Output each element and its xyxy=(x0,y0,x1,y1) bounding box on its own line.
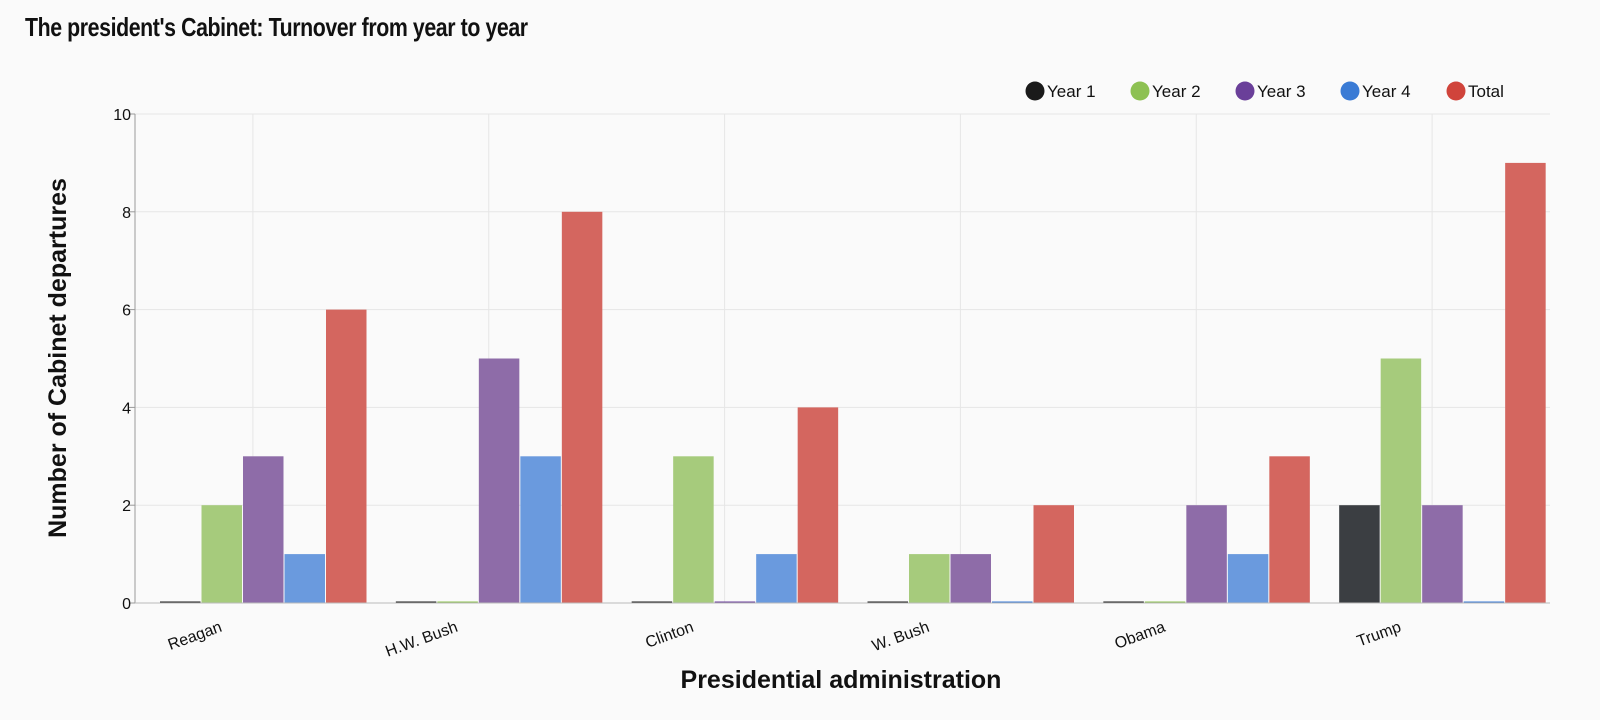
x-tick-label: Reagan xyxy=(166,619,224,654)
legend-label: Year 1 xyxy=(1047,82,1096,101)
bar-year-2-obama xyxy=(1144,601,1186,603)
y-tick-label: 4 xyxy=(122,400,131,417)
bar-year-1-clinton xyxy=(631,601,673,603)
legend-swatch xyxy=(1340,81,1360,101)
y-axis-title: Number of Cabinet departures xyxy=(44,178,72,538)
bar-total-reagan xyxy=(326,309,367,603)
legend-label: Year 4 xyxy=(1362,82,1411,101)
x-tick-label: Clinton xyxy=(643,619,696,652)
y-tick-label: 8 xyxy=(122,205,131,222)
bar-year-2-w-bush xyxy=(909,554,950,603)
bar-year-2-clinton xyxy=(673,456,714,603)
bar-year-3-obama xyxy=(1186,505,1227,603)
legend-swatch xyxy=(1235,81,1255,101)
bar-year-1-trump xyxy=(1339,505,1380,603)
bar-year-4-reagan xyxy=(284,554,325,603)
bars xyxy=(160,162,1546,604)
chart-title: The president's Cabinet: Turnover from y… xyxy=(25,12,528,42)
x-tick-label: W. Bush xyxy=(870,619,932,655)
bar-total-h-w-bush xyxy=(561,211,603,604)
bar-year-1-h-w-bush xyxy=(395,601,437,603)
y-tick-label: 10 xyxy=(113,107,131,124)
bar-total-clinton xyxy=(797,407,839,603)
legend-label: Total xyxy=(1468,82,1504,101)
bar-year-3-trump xyxy=(1422,505,1463,603)
legend-label: Year 2 xyxy=(1152,82,1201,101)
y-tick-label: 6 xyxy=(122,303,131,320)
bar-total-obama xyxy=(1269,456,1310,603)
x-tick-label: H.W. Bush xyxy=(383,619,460,661)
x-tick-label: Obama xyxy=(1112,619,1167,653)
legend-swatch xyxy=(1025,81,1045,101)
y-tick-label: 0 xyxy=(122,596,131,613)
bar-year-1-obama xyxy=(1103,601,1144,603)
legend-label: Year 3 xyxy=(1257,82,1306,101)
legend-item-total[interactable]: Total xyxy=(1446,81,1504,102)
bar-year-3-h-w-bush xyxy=(478,358,520,603)
legend-item-year-1[interactable]: Year 1 xyxy=(1025,81,1096,102)
bar-total-trump xyxy=(1505,162,1546,603)
bar-year-1-reagan xyxy=(160,601,201,603)
legend: Year 1 Year 2 Year 3 Year 4 Total xyxy=(1025,81,1504,102)
y-tick-label: 2 xyxy=(122,498,131,515)
bar-year-2-h-w-bush xyxy=(437,601,478,603)
bar-year-2-reagan xyxy=(201,505,242,603)
bar-total-w-bush xyxy=(1033,505,1074,603)
legend-item-year-3[interactable]: Year 3 xyxy=(1235,81,1306,102)
bar-year-2-trump xyxy=(1380,358,1422,603)
legend-item-year-2[interactable]: Year 2 xyxy=(1130,81,1201,102)
x-axis-title: Presidential administration xyxy=(681,666,1002,694)
bar-year-4-trump xyxy=(1463,601,1505,603)
x-tick-label: Trump xyxy=(1355,619,1404,651)
bar-year-3-w-bush xyxy=(950,554,991,603)
legend-item-year-4[interactable]: Year 4 xyxy=(1340,81,1411,102)
bar-year-4-h-w-bush xyxy=(520,456,561,603)
bar-year-4-clinton xyxy=(756,554,797,603)
bar-year-3-reagan xyxy=(243,456,284,603)
bar-year-1-w-bush xyxy=(867,601,908,603)
bar-year-3-clinton xyxy=(714,601,756,603)
bar-year-4-w-bush xyxy=(992,601,1033,603)
legend-swatch xyxy=(1446,81,1466,101)
legend-swatch xyxy=(1130,81,1150,101)
bar-year-4-obama xyxy=(1227,554,1269,603)
